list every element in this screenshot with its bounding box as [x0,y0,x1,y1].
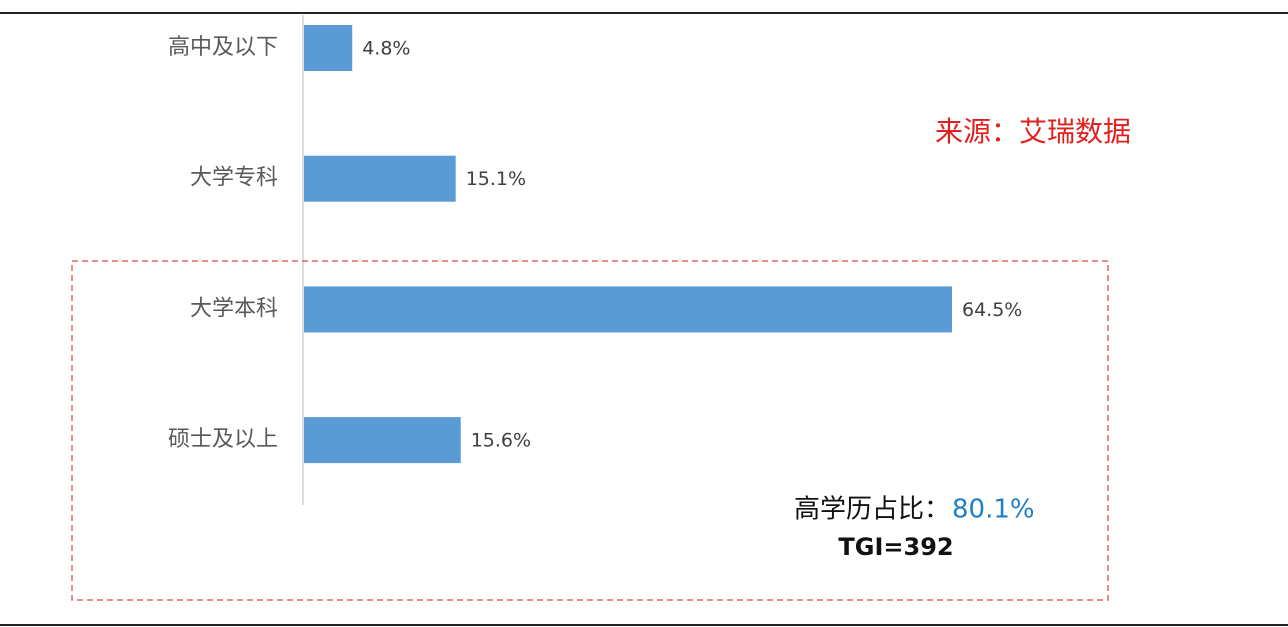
bar [304,25,353,71]
category-label: 高中及以下 [168,35,278,60]
category-label: 大学本科 [190,296,278,321]
value-label: 64.5% [962,299,1022,321]
bar [304,417,461,464]
value-label: 4.8% [362,38,410,60]
value-label: 15.6% [471,430,531,452]
category-label: 硕士及以上 [168,427,278,452]
value-label: 15.1% [466,168,526,190]
highlight-box [71,260,1109,601]
highlight-label: 高学历占比： [794,495,950,525]
bar [304,155,456,202]
tgi-note: TGI=392 [838,533,953,561]
category-label: 大学专科 [190,166,278,191]
bar [304,286,952,333]
highlight-value: 80.1% [952,495,1035,525]
source-note: 来源：艾瑞数据 [935,115,1131,148]
